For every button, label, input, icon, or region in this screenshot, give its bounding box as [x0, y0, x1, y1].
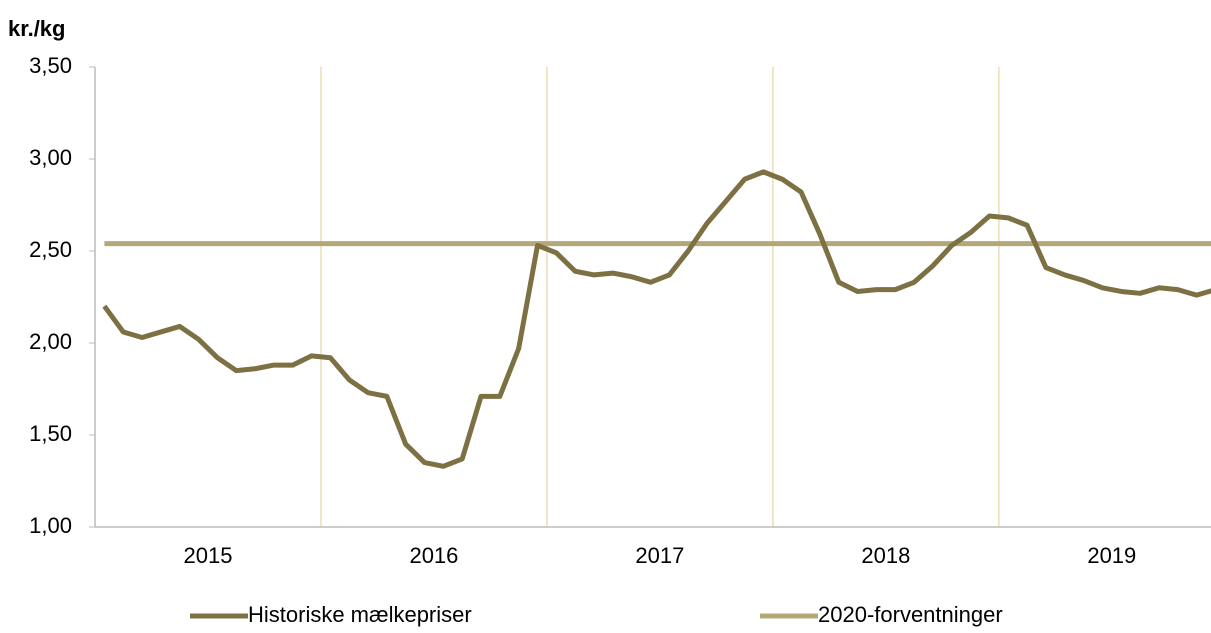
y-tick-label: 3,00 — [29, 145, 72, 170]
plot — [102, 169, 1211, 469]
x-tick-label: 2019 — [1087, 543, 1136, 568]
y-tick-label: 1,50 — [29, 421, 72, 446]
x-tick-label: 2017 — [635, 543, 684, 568]
y-tick-label: 1,00 — [29, 513, 72, 538]
y-tick-label: 2,00 — [29, 329, 72, 354]
y-tick-label: 3,50 — [29, 53, 72, 78]
x-tick-label: 2015 — [184, 543, 233, 568]
legend-label: Historiske mælkepriser — [248, 602, 472, 627]
y-tick-label: 2,50 — [29, 237, 72, 262]
x-tick-label: 2016 — [409, 543, 458, 568]
x-tick-label: 2018 — [861, 543, 910, 568]
series-line — [102, 169, 1211, 469]
y-axis-label: kr./kg — [8, 16, 65, 41]
legend-label: 2020-forventninger — [818, 602, 1003, 627]
